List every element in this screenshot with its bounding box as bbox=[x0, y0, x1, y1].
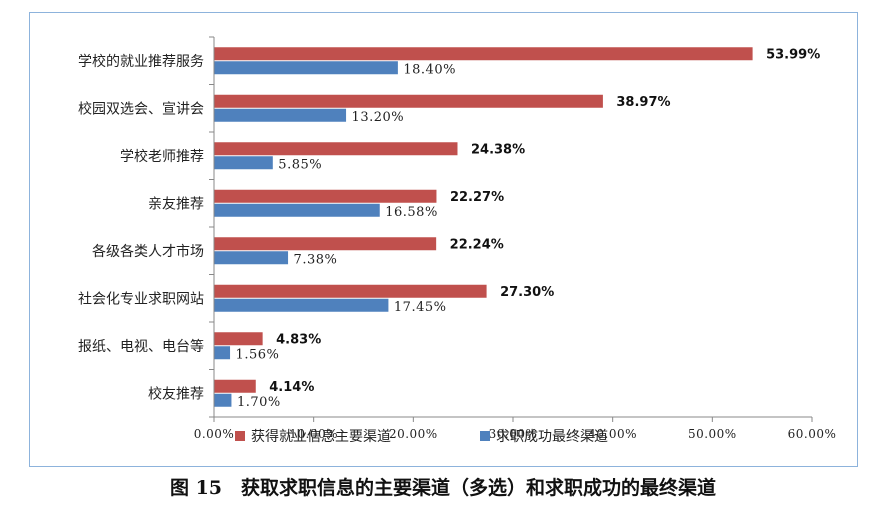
legend-swatch-final-channel bbox=[480, 431, 490, 441]
data-label-final-channel: 1.56% bbox=[236, 347, 280, 362]
data-label-final-channel: 7.38% bbox=[294, 252, 338, 267]
category-label: 报纸、电视、电台等 bbox=[78, 338, 204, 355]
data-label-final-channel: 18.40% bbox=[403, 62, 456, 77]
bar-info-channel bbox=[214, 189, 437, 203]
bar-final-channel bbox=[214, 61, 398, 75]
data-label-final-channel: 17.45% bbox=[394, 300, 447, 315]
bar-final-channel bbox=[214, 298, 389, 312]
data-label-final-channel: 5.85% bbox=[278, 157, 322, 172]
data-label-final-channel: 13.20% bbox=[352, 110, 405, 125]
figure-title: 获取求职信息的主要渠道（多选）和求职成功的最终渠道 bbox=[241, 477, 717, 499]
category-label: 各级各类人才市场 bbox=[92, 243, 204, 260]
bar-info-channel bbox=[214, 379, 256, 393]
data-label-final-channel: 1.70% bbox=[237, 395, 281, 410]
bar-final-channel bbox=[214, 251, 289, 265]
bar-info-channel bbox=[214, 142, 458, 156]
data-label-info-channel: 27.30% bbox=[500, 285, 554, 300]
bar-final-channel bbox=[214, 393, 232, 407]
x-tick-label: 60.00% bbox=[788, 427, 837, 441]
data-label-info-channel: 4.83% bbox=[276, 332, 321, 347]
bar-info-channel bbox=[214, 284, 487, 298]
category-label: 学校老师推荐 bbox=[120, 148, 204, 165]
legend-swatch-info-channel bbox=[235, 431, 245, 441]
data-label-info-channel: 22.24% bbox=[450, 237, 504, 252]
data-label-info-channel: 53.99% bbox=[766, 47, 820, 62]
category-label: 校友推荐 bbox=[148, 385, 204, 402]
x-tick-label: 0.00% bbox=[194, 427, 235, 441]
data-label-final-channel: 16.58% bbox=[385, 205, 438, 220]
bar-final-channel bbox=[214, 108, 347, 122]
x-tick-label: 30.00% bbox=[489, 427, 538, 441]
x-tick-label: 50.00% bbox=[688, 427, 737, 441]
bar-info-channel bbox=[214, 94, 603, 108]
x-tick-label: 10.00% bbox=[289, 427, 338, 441]
category-label: 社会化专业求职网站 bbox=[78, 291, 204, 307]
bar-final-channel bbox=[214, 346, 231, 360]
bar-info-channel bbox=[214, 47, 753, 61]
chart-frame: 0.00% 10.00% 20.00% 30.00% 40.00% 50.00% 60.00… bbox=[29, 12, 858, 467]
category-label: 亲友推荐 bbox=[148, 196, 204, 212]
category-label: 校园双选会、宣讲会 bbox=[78, 100, 204, 117]
data-label-info-channel: 22.27% bbox=[450, 190, 504, 205]
bar-info-channel bbox=[214, 332, 263, 346]
bar-chart: 0.00% 10.00% 20.00% 30.00% 40.00% 50.00% 60.00… bbox=[78, 36, 837, 445]
legend-label-final-channel: 求职成功最终渠道 bbox=[496, 429, 608, 445]
x-tick-label: 20.00% bbox=[389, 427, 438, 441]
bar-info-channel bbox=[214, 237, 437, 251]
bar-final-channel bbox=[214, 203, 380, 217]
x-tick-label: 40.00% bbox=[588, 427, 637, 441]
data-label-info-channel: 38.97% bbox=[616, 95, 670, 110]
legend-label-info-channel: 获得就业信息主要渠道 bbox=[251, 428, 391, 445]
cropped-text-strip bbox=[0, 0, 886, 10]
figure-number: 图 15 bbox=[169, 477, 223, 499]
data-label-info-channel: 24.38% bbox=[471, 142, 525, 157]
category-label: 学校的就业推荐服务 bbox=[78, 53, 204, 70]
data-label-info-channel: 4.14% bbox=[269, 380, 314, 395]
figure-caption: 图 15 获取求职信息的主要渠道（多选）和求职成功的最终渠道 bbox=[0, 472, 886, 504]
bar-final-channel bbox=[214, 156, 273, 170]
